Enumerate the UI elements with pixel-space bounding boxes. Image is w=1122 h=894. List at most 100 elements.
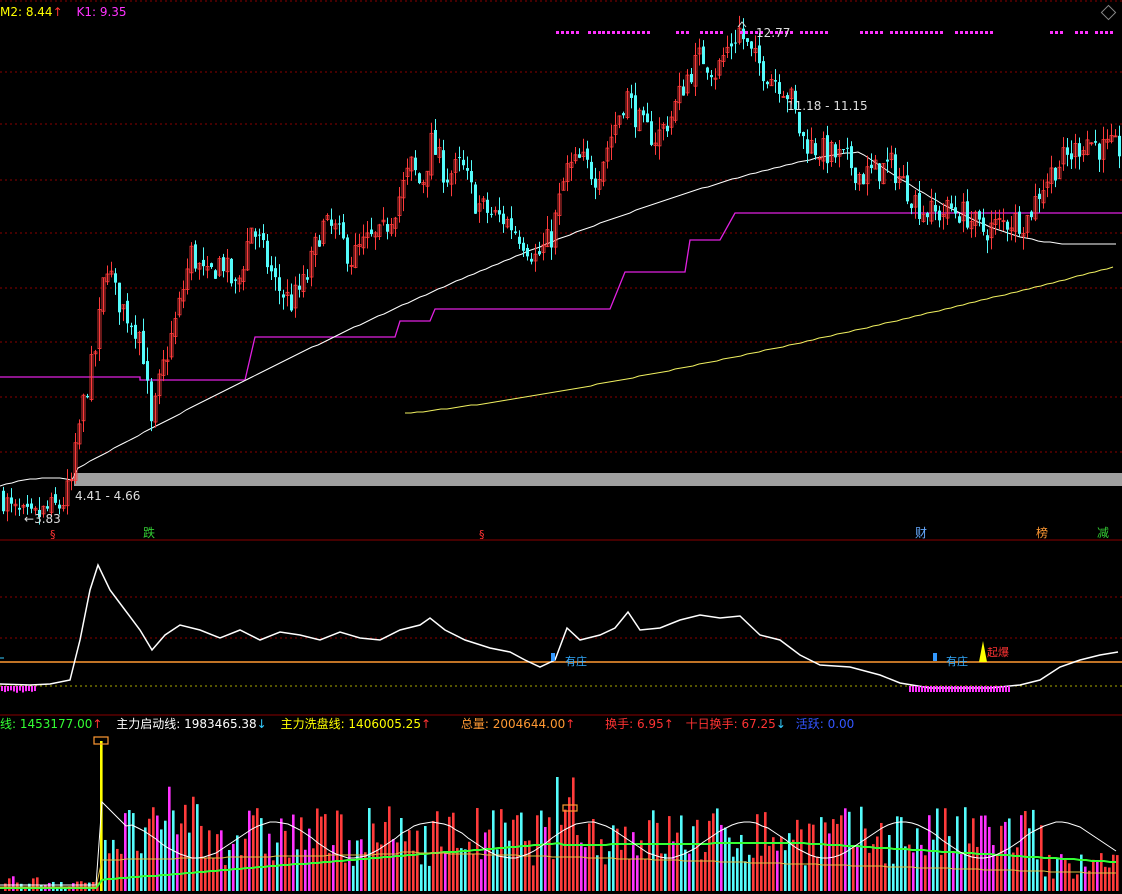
vol-stat-3: 总量: 2004644.00 [461,717,565,731]
volume-bar [308,829,311,891]
signal-dot [676,31,679,34]
volume-bar [716,808,719,891]
signal-dot [865,31,868,34]
volume-bar [876,837,879,891]
volume-bar [792,840,795,891]
volume-bar [796,820,799,891]
volume-bar [528,840,531,891]
volume-bar [288,858,291,891]
arrow-down-icon: ↓ [257,717,267,731]
volume-bar [776,851,779,891]
volume-bar [256,808,259,891]
candle-body [458,157,461,158]
signal-dot [745,31,748,34]
candle-body [330,220,333,226]
volume-bar [964,807,967,891]
volume-bar [820,817,823,891]
signal-dot [705,31,708,34]
volume-bar [596,855,599,891]
volume-bar [480,859,483,891]
vol-stat-1: 主力启动线: 1983465.38 [116,717,256,731]
volume-bar [316,808,319,891]
volume-bar [428,866,431,891]
candle-body [510,218,513,230]
volume-bar [1116,855,1119,891]
volume-bar [996,856,999,891]
candlesticks [2,16,1121,525]
candle-body [258,235,261,236]
marker-0: § [50,528,56,542]
volume-bar [76,882,79,891]
volume-bar [104,840,107,891]
candle-body [502,214,505,224]
volume-bar [816,857,819,891]
candle-body [634,95,637,127]
lower-range-label: 4.41 - 4.66 [75,489,140,503]
candle-body [734,43,737,44]
volume-bar [352,866,355,891]
header-k1: K1: 9.35 [76,5,126,19]
candle-body [274,268,277,277]
volume-bar [940,855,943,891]
candle-body [270,265,273,271]
candle-body [298,286,301,290]
candle-body [538,251,541,254]
volume-bar [804,865,807,891]
signal-dot [710,31,713,34]
volume-bar [800,829,803,891]
candle-body [222,257,225,271]
signal-dot [900,31,903,34]
candle-body [1030,212,1033,218]
volume-bar [268,834,271,891]
signal-dot [637,31,640,34]
signal-dot [1080,31,1083,34]
candle-body [650,121,653,145]
candle-body [586,149,589,160]
candle-body [894,154,897,183]
volume-bar [324,814,327,891]
candle-body [518,237,521,244]
signal-dot [870,31,873,34]
volume-bar [932,840,935,891]
volume-bar [724,828,727,891]
volume-bar [868,853,871,891]
volume-bar [80,881,83,891]
volume-bar [396,842,399,891]
signal-dot [1075,31,1078,34]
candle-body [750,41,753,48]
volume-bar [560,825,563,891]
candle-body [630,93,633,98]
candle-body [1038,194,1041,199]
volume-bar [736,848,739,891]
candle-body [622,113,625,115]
volume-bar [380,844,383,891]
volume-bar [208,830,211,891]
candle-body [850,146,853,168]
volume-bar [944,808,947,891]
vol-stat-4: 换手: 6.95 [605,717,664,731]
candle-body [498,210,501,214]
volume-bar [888,835,891,891]
volume-bar [312,848,315,891]
volume-bar [116,849,119,891]
tag-marker [933,653,937,661]
volume-bar [712,813,715,891]
candle-body [666,126,669,131]
candle-body [446,180,449,183]
candle-body [906,175,909,201]
signal-dot [910,31,913,34]
signal-dot [975,31,978,34]
candle-body [878,163,881,181]
volume-bar [852,847,855,891]
candle-body [854,168,857,183]
signal-dot [686,31,689,34]
volume-bar [336,811,339,891]
indicator-tag-0: 有庄 [565,655,587,669]
signal-dot [1105,31,1108,34]
candle-body [486,200,489,213]
signal-dot [925,31,928,34]
signal-dot [790,31,793,34]
signal-dot [875,31,878,34]
volume-bar [252,815,255,891]
